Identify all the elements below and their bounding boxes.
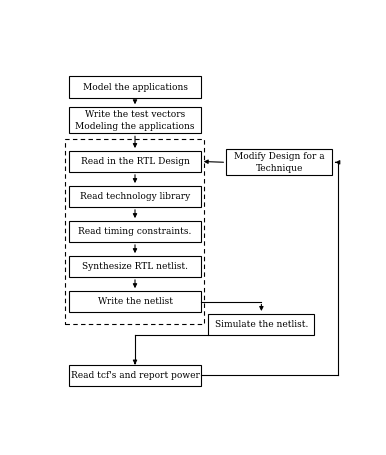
Bar [69,221,201,242]
Bar [69,256,201,277]
Text: Write the netlist: Write the netlist [98,297,173,306]
Text: Read timing constraints.: Read timing constraints. [78,227,192,236]
Bar [69,291,201,312]
Text: Synthesize RTL netlist.: Synthesize RTL netlist. [82,262,188,271]
Text: Read in the RTL Design: Read in the RTL Design [81,157,190,166]
Bar [69,186,201,207]
Bar [226,149,332,176]
Bar [69,364,201,386]
Text: Modify Design for a
Technique: Modify Design for a Technique [234,152,325,173]
Bar [208,314,315,335]
Text: Read technology library: Read technology library [80,192,190,201]
Text: Model the applications: Model the applications [83,82,188,91]
Bar [69,151,201,172]
Bar [65,139,204,324]
Text: Read tcf's and report power: Read tcf's and report power [71,371,200,379]
Bar [69,107,201,133]
Text: Simulate the netlist.: Simulate the netlist. [215,320,308,329]
Bar [69,76,201,98]
Text: Write the test vectors
Modeling the applications: Write the test vectors Modeling the appl… [75,110,195,131]
